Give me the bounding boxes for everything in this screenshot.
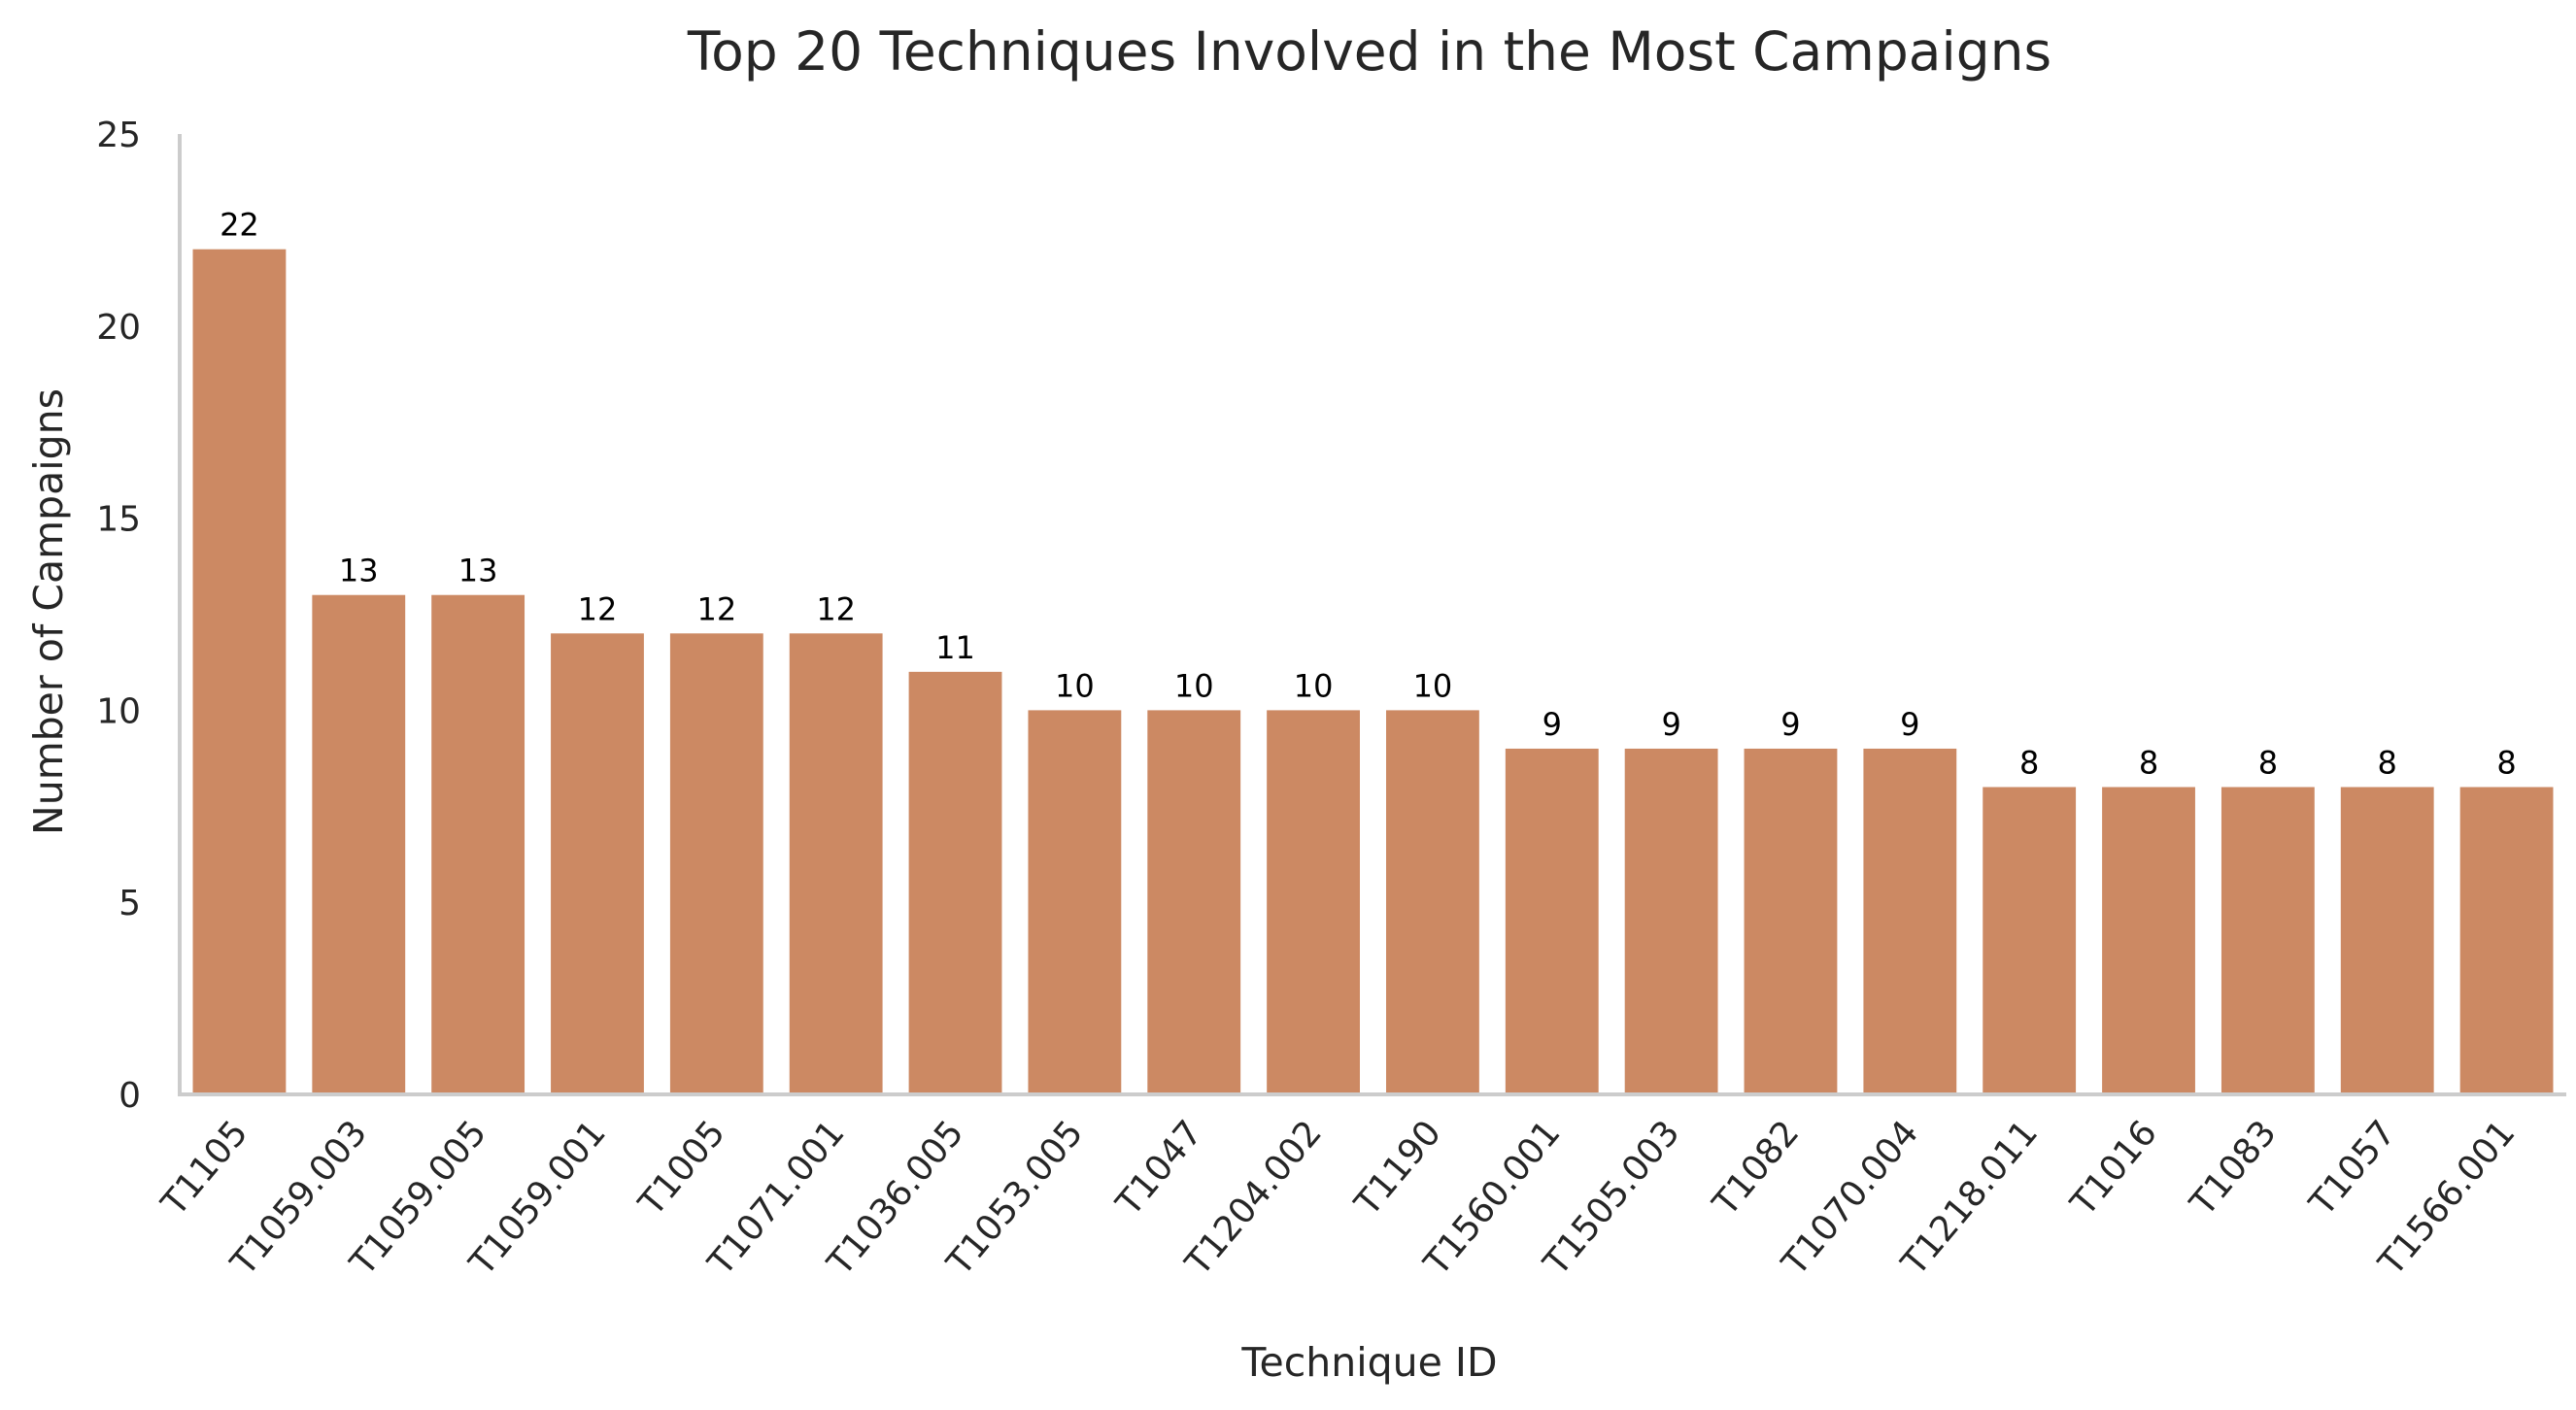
bar-T1057 [2340, 787, 2434, 1094]
x-tick-label-T1083: T1083 [2183, 1113, 2285, 1224]
data-label-T1566.001: 8 [2496, 745, 2516, 782]
data-label-T1053.005: 10 [1055, 667, 1095, 704]
data-label-T1505.003: 9 [1661, 706, 1680, 743]
data-label-T1016: 8 [2139, 745, 2158, 782]
data-label-T1059.001: 12 [578, 590, 618, 627]
bar-T1059.005 [431, 594, 525, 1094]
y-axis-label: Number of Campaigns [25, 388, 72, 835]
bar-T1083 [2220, 787, 2315, 1094]
y-tick-label-20: 20 [96, 308, 141, 348]
data-label-T1204.002: 10 [1294, 667, 1334, 704]
bar-T1016 [2102, 787, 2195, 1094]
data-labels-group: 22 13 13 12 12 12 11 10 10 10 10 9 9 9 9 8 8 8 8 8 [220, 207, 2517, 782]
y-tick-label-10: 10 [96, 691, 141, 731]
data-label-T1190: 10 [1413, 667, 1453, 704]
bar-T1005 [669, 633, 763, 1094]
x-tick-label-T1105: T1105 [153, 1113, 255, 1224]
data-label-T1036.005: 11 [935, 629, 975, 666]
x-tick-label-T1047: T1047 [1108, 1113, 1210, 1224]
bar-T1218.011 [1983, 787, 2077, 1094]
bar-T1070.004 [1863, 748, 1957, 1094]
x-tick-label-T1082: T1082 [1705, 1113, 1807, 1224]
data-label-T1082: 9 [1780, 706, 1800, 743]
y-tick-label-5: 5 [119, 884, 141, 923]
x-tick-label-T1190: T1190 [1347, 1113, 1449, 1224]
bar-T1560.001 [1505, 748, 1599, 1094]
bar-T1059.001 [551, 633, 644, 1094]
y-tick-label-0: 0 [119, 1076, 141, 1116]
data-label-T1059.003: 13 [339, 553, 379, 589]
bar-T1105 [192, 249, 287, 1094]
bar-T1190 [1386, 710, 1479, 1094]
bar-T1204.002 [1267, 710, 1360, 1094]
bar-T1071.001 [789, 633, 883, 1094]
x-axis-label: Technique ID [1240, 1339, 1497, 1386]
x-tick-label-T1016: T1016 [2063, 1113, 2165, 1224]
y-tick-label-15: 15 [96, 500, 141, 540]
bar-T1505.003 [1624, 748, 1718, 1094]
y-axis-ticks: 0 5 10 15 20 25 [96, 116, 141, 1116]
x-tick-label-T1057: T1057 [2302, 1113, 2404, 1224]
bar-T1036.005 [908, 671, 1002, 1094]
bars-group [192, 249, 2554, 1094]
data-label-T1083: 8 [2258, 745, 2278, 782]
data-label-T1005: 12 [696, 590, 736, 627]
x-tick-label-T1005: T1005 [631, 1113, 733, 1224]
bar-T1047 [1147, 710, 1241, 1094]
data-label-T1070.004: 9 [1900, 706, 1919, 743]
bar-T1082 [1744, 748, 1838, 1094]
data-label-T1218.011: 8 [2019, 745, 2039, 782]
bar-T1053.005 [1028, 710, 1122, 1094]
bar-T1059.003 [312, 594, 406, 1094]
data-label-T1057: 8 [2378, 745, 2397, 782]
data-label-T1059.005: 13 [458, 553, 498, 589]
y-tick-label-25: 25 [96, 116, 141, 155]
data-label-T1560.001: 9 [1542, 706, 1562, 743]
bar-T1566.001 [2459, 787, 2554, 1094]
chart-title: Top 20 Techniques Involved in the Most C… [687, 20, 2051, 83]
data-label-T1047: 10 [1174, 667, 1214, 704]
data-label-T1105: 22 [220, 207, 259, 244]
data-label-T1071.001: 12 [816, 590, 856, 627]
